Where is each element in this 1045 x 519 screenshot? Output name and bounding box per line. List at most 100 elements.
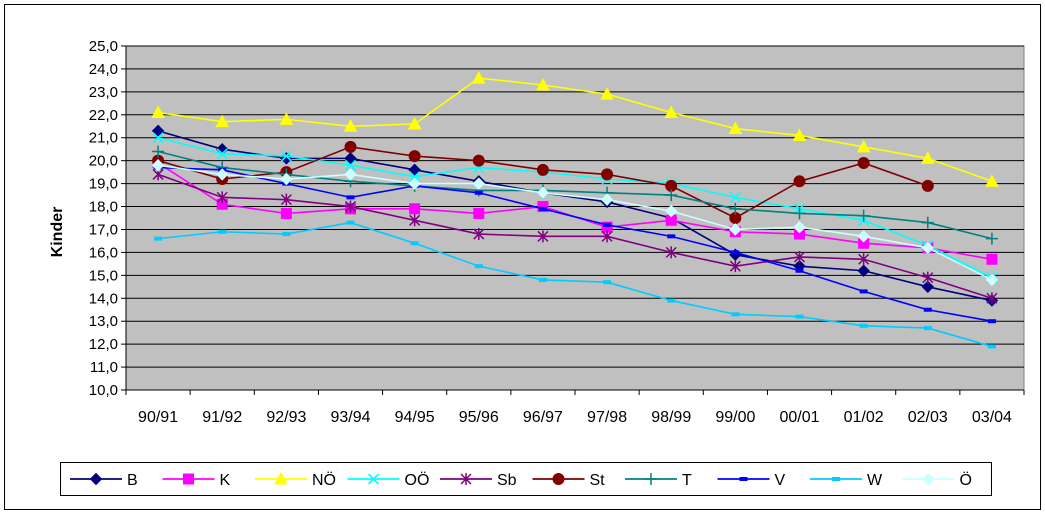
legend-marker — [367, 473, 380, 485]
series-2 — [151, 71, 999, 187]
data-point — [665, 204, 678, 218]
legend-marker — [274, 471, 288, 485]
series-lines — [151, 71, 999, 349]
series-line — [157, 136, 993, 279]
y-axis-label: Kinder — [49, 207, 66, 258]
legend-label: W — [867, 472, 883, 489]
data-point — [921, 280, 934, 294]
data-point — [795, 314, 804, 319]
data-point — [407, 116, 422, 130]
data-point — [793, 250, 806, 263]
data-point — [218, 229, 227, 234]
x-tick-label: 92/93 — [266, 409, 306, 426]
data-point — [603, 280, 612, 285]
data-point — [473, 228, 485, 241]
x-tick-label: 95/96 — [459, 409, 499, 426]
data-point — [538, 277, 547, 282]
legend-label: NÖ — [312, 471, 336, 489]
data-point — [921, 179, 934, 192]
data-point — [152, 145, 165, 158]
data-point — [538, 206, 547, 211]
x-tick-label: 01/02 — [844, 409, 884, 426]
data-point — [987, 319, 996, 324]
legend-item: St — [532, 472, 605, 489]
data-point — [600, 87, 614, 100]
data-point — [859, 323, 868, 328]
y-tick-label: 15,0 — [89, 267, 118, 284]
data-point — [987, 344, 996, 349]
data-point — [151, 159, 165, 172]
data-point — [474, 264, 483, 269]
data-point — [793, 220, 806, 234]
data-point — [471, 71, 486, 84]
data-point — [857, 230, 870, 243]
data-point — [536, 77, 550, 91]
data-point — [280, 207, 292, 219]
legend-item: NÖ — [255, 471, 336, 489]
data-point — [410, 241, 419, 246]
data-point — [409, 171, 421, 183]
series-8 — [154, 220, 996, 349]
plot-area — [125, 45, 1025, 391]
data-point — [857, 156, 870, 169]
y-tick-label: 21,0 — [89, 130, 118, 147]
data-point — [408, 177, 421, 190]
x-tick-label: 03/04 — [972, 409, 1012, 426]
y-tick-label: 24,0 — [89, 61, 118, 78]
legend-label: V — [775, 472, 786, 489]
data-point — [215, 114, 230, 128]
legend-marker — [552, 473, 565, 485]
x-tick-label: 91/92 — [202, 409, 242, 426]
data-point — [473, 207, 485, 219]
grid-lines — [126, 45, 1024, 391]
legend-marker — [460, 473, 472, 485]
data-point — [216, 191, 228, 204]
data-point — [729, 191, 741, 203]
legend-item: V — [717, 472, 786, 489]
legend-item: OÖ — [347, 471, 429, 489]
data-point — [986, 292, 998, 305]
legend-item: Sb — [440, 472, 517, 489]
data-point — [536, 186, 550, 199]
data-point — [603, 222, 612, 227]
data-point — [280, 150, 292, 162]
x-tick-label: 99/00 — [715, 409, 755, 426]
x-tick-label: 97/98 — [587, 409, 627, 426]
data-point — [922, 271, 934, 284]
legend-marker — [183, 473, 194, 485]
data-point — [409, 214, 421, 227]
data-point — [154, 236, 163, 241]
data-point — [282, 232, 291, 237]
data-point — [921, 216, 934, 229]
legend-item: T — [625, 472, 692, 489]
data-point — [729, 260, 741, 273]
x-tick-label: 96/97 — [523, 409, 563, 426]
data-point — [667, 234, 676, 239]
data-point — [344, 200, 357, 213]
series-line — [157, 164, 993, 281]
data-point — [795, 268, 804, 273]
legend-marker — [832, 477, 840, 481]
legend-label: T — [682, 472, 692, 489]
data-point — [857, 209, 870, 222]
x-tick-label: 02/03 — [908, 409, 948, 426]
data-point — [536, 163, 549, 176]
data-point — [472, 154, 485, 167]
data-point — [346, 195, 355, 200]
data-point — [728, 121, 743, 135]
x-tick-label: 98/99 — [651, 409, 691, 426]
legend-label: K — [220, 472, 231, 489]
data-point — [792, 128, 807, 141]
legend-label: B — [127, 472, 138, 489]
x-tick-label: 94/95 — [395, 409, 435, 426]
legend-label: Sb — [497, 472, 517, 489]
legend-marker — [739, 477, 748, 481]
data-point — [920, 151, 935, 164]
data-point — [793, 207, 806, 220]
series-4 — [152, 168, 998, 305]
legend-marker — [645, 473, 657, 485]
series-line — [157, 150, 993, 240]
y-tick-label: 16,0 — [89, 244, 118, 261]
data-point — [986, 253, 998, 265]
